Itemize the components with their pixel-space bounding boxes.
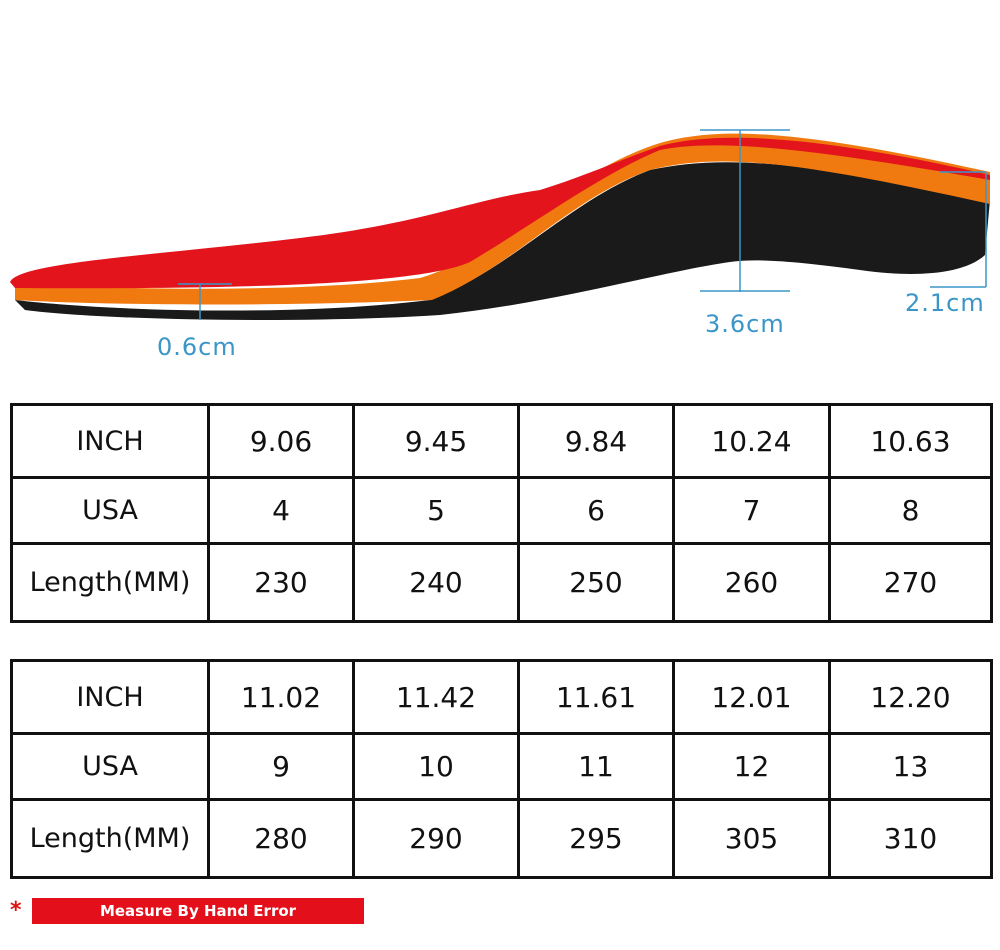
table-row: USA 9 10 11 12 13	[10, 732, 993, 801]
table-cell: 11	[517, 732, 675, 801]
table-row: INCH 9.06 9.45 9.84 10.24 10.63	[10, 403, 993, 479]
table-cell: 9.45	[352, 403, 520, 479]
table-cell: 10	[352, 732, 520, 801]
table-row: Length(MM) 280 290 295 305 310	[10, 798, 993, 879]
table-cell: 6	[517, 476, 675, 545]
top-fabric	[10, 137, 990, 289]
table-cell: 310	[828, 798, 993, 879]
row-header: USA	[10, 476, 210, 545]
table-row: INCH 11.02 11.42 11.61 12.01 12.20	[10, 659, 993, 735]
table-cell: 270	[828, 542, 993, 623]
table-cell: 295	[517, 798, 675, 879]
table-cell: 260	[672, 542, 831, 623]
table-cell: 9	[207, 732, 355, 801]
row-header: USA	[10, 732, 210, 801]
size-table: INCH 9.06 9.45 9.84 10.24 10.63 USA 4 5 6 7 8 Length…	[10, 403, 993, 623]
table-cell: 5	[352, 476, 520, 545]
table-cell: 10.24	[672, 403, 831, 479]
table-cell: 7	[672, 476, 831, 545]
table-cell: 10.63	[828, 403, 993, 479]
table-row: USA 4 5 6 7 8	[10, 476, 993, 545]
table-cell: 11.61	[517, 659, 675, 735]
table-cell: 250	[517, 542, 675, 623]
table-cell: 9.06	[207, 403, 355, 479]
footnote-marker: *	[10, 898, 22, 923]
table-cell: 290	[352, 798, 520, 879]
table-cell: 280	[207, 798, 355, 879]
sole-base	[15, 162, 990, 321]
table-cell: 240	[352, 542, 520, 623]
table-cell: 11.02	[207, 659, 355, 735]
table-row: Length(MM) 230 240 250 260 270	[10, 542, 993, 623]
table-cell: 11.42	[352, 659, 520, 735]
table-cell: 230	[207, 542, 355, 623]
row-header: Length(MM)	[10, 542, 210, 623]
size-table: INCH 11.02 11.42 11.61 12.01 12.20 USA 9 10 11 12 1…	[10, 659, 993, 879]
table-cell: 8	[828, 476, 993, 545]
table-cell: 4	[207, 476, 355, 545]
table-cell: 12.20	[828, 659, 993, 735]
footnote: Measure By Hand Error Range(±0.3CM)	[32, 898, 364, 946]
row-header: INCH	[10, 403, 210, 479]
table-cell: 305	[672, 798, 831, 879]
insole-illustration: 0.6cm 3.6cm 2.1cm	[10, 129, 990, 361]
table-cell: 12	[672, 732, 831, 801]
table-cell: 9.84	[517, 403, 675, 479]
dimension-label: 2.1cm	[905, 289, 985, 317]
dimension-label: 3.6cm	[705, 310, 785, 338]
row-header: Length(MM)	[10, 798, 210, 879]
dimension-label: 0.6cm	[157, 333, 237, 361]
table-cell: 13	[828, 732, 993, 801]
row-header: INCH	[10, 659, 210, 735]
table-cell: 12.01	[672, 659, 831, 735]
